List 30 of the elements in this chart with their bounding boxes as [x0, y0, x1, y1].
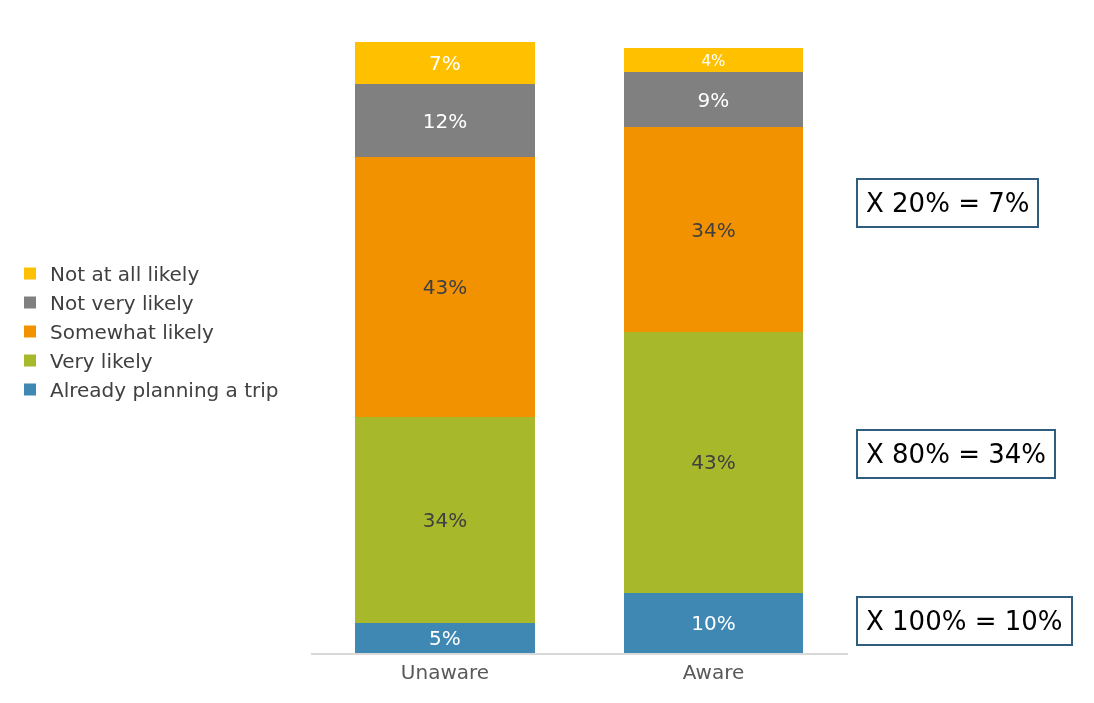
text: X 20% = 7% [866, 188, 1030, 218]
bar [355, 84, 535, 158]
data-label: 9% [697, 87, 730, 112]
bar [355, 42, 535, 85]
legend-label: Not at all likely [50, 262, 200, 287]
legend-label: Very likely [50, 349, 153, 374]
data-label: 12% [422, 108, 468, 133]
legend-label: Not very likely [50, 291, 194, 316]
data-label: 5% [429, 625, 461, 650]
data-label: 10% [691, 610, 736, 635]
bar [355, 622, 535, 653]
text: X 80% = 34% [866, 439, 1046, 469]
text: X 100% = 10% [866, 606, 1063, 636]
bar [623, 48, 804, 73]
legend-label: Somewhat likely [50, 320, 215, 345]
bar [623, 126, 804, 333]
data-label: 7% [429, 51, 461, 76]
bar [355, 417, 535, 623]
legend-label: Already planning a trip [50, 378, 279, 403]
data-label: 4% [701, 51, 726, 70]
data-label: 34% [422, 507, 468, 532]
data-label: 34% [691, 217, 736, 242]
bar [623, 592, 804, 653]
bar [623, 332, 804, 593]
data-label: 43% [691, 450, 736, 475]
x-tick-label: Unaware [400, 660, 490, 684]
bar [623, 72, 804, 127]
bar [355, 157, 535, 418]
data-label: 43% [422, 275, 468, 300]
x-tick-label: Aware [682, 660, 745, 684]
